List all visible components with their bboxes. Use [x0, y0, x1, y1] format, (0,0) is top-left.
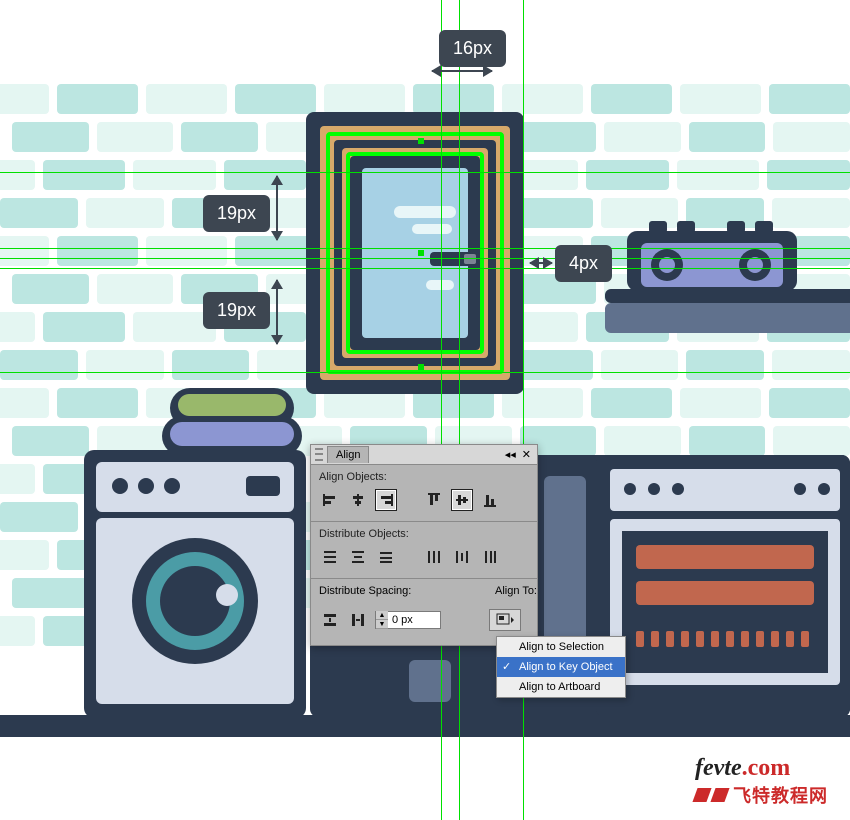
align-vcenter-button[interactable]: [451, 489, 473, 511]
dimension-arrow-top: [432, 70, 492, 72]
align-objects-row: [311, 485, 537, 521]
shelf-appliance: [605, 225, 805, 335]
vspace-button[interactable]: [319, 609, 341, 631]
dimension-label-mid1: 19px: [203, 195, 270, 232]
dimension-label-mid2: 19px: [203, 292, 270, 329]
check-icon: ✓: [502, 660, 511, 673]
align-to-dropdown[interactable]: [489, 609, 521, 631]
guide-horizontal: [0, 258, 850, 259]
section-align-objects-label: Align Objects:: [311, 465, 537, 485]
dimension-label-right: 4px: [555, 245, 612, 282]
hdist-right-button[interactable]: [479, 546, 501, 568]
section-distribute-spacing-label: Distribute Spacing:: [319, 585, 411, 597]
spinner-down-icon[interactable]: ▼: [376, 620, 388, 629]
align-right-button[interactable]: [375, 489, 397, 511]
spacing-spinner[interactable]: ▲▼: [375, 611, 441, 629]
oven: [596, 455, 850, 717]
panel-tabbar[interactable]: Align ◂◂ ✕: [311, 445, 537, 465]
menu-item-align-key-object[interactable]: ✓Align to Key Object: [497, 657, 625, 677]
dimension-label-top: 16px: [439, 30, 506, 67]
section-distribute-objects-label: Distribute Objects:: [311, 522, 537, 542]
panel-tab-align[interactable]: Align: [327, 446, 369, 463]
guide-horizontal: [0, 248, 850, 249]
hspace-button[interactable]: [347, 609, 369, 631]
panel-close-icon[interactable]: ✕: [522, 448, 531, 461]
guide-horizontal: [0, 268, 850, 269]
menu-item-align-selection[interactable]: Align to Selection: [497, 637, 625, 657]
align-to-menu[interactable]: Align to Selection ✓Align to Key Object …: [496, 636, 626, 698]
guide-vertical: [459, 0, 460, 820]
illustration-canvas: 16px 19px 19px 4px: [0, 0, 850, 820]
align-bottom-button[interactable]: [479, 489, 501, 511]
selection-outline-inner: [346, 152, 484, 354]
dimension-arrow-mid2: [276, 280, 278, 344]
dimension-arrow-mid1: [276, 176, 278, 240]
watermark: fevte.com 飞特教程网: [695, 755, 828, 808]
align-hcenter-button[interactable]: [347, 489, 369, 511]
cabinet-window: [306, 112, 524, 394]
hdist-center-button[interactable]: [451, 546, 473, 568]
align-left-button[interactable]: [319, 489, 341, 511]
align-top-button[interactable]: [423, 489, 445, 511]
distribute-objects-row: [311, 542, 537, 578]
align-panel[interactable]: Align ◂◂ ✕ Align Objects: Distribute Obj…: [310, 444, 538, 646]
vdist-top-button[interactable]: [319, 546, 341, 568]
panel-controls[interactable]: ◂◂ ✕: [499, 448, 537, 461]
vdist-center-button[interactable]: [347, 546, 369, 568]
panel-grip-icon[interactable]: [315, 447, 323, 463]
hdist-left-button[interactable]: [423, 546, 445, 568]
guide-vertical: [441, 0, 442, 820]
panel-collapse-icon[interactable]: ◂◂: [505, 448, 516, 461]
spacing-input[interactable]: [388, 612, 440, 628]
washing-machine: [84, 388, 314, 716]
dimension-arrow-right: [530, 262, 552, 264]
menu-item-align-artboard[interactable]: Align to Artboard: [497, 677, 625, 697]
guide-horizontal: [0, 172, 850, 173]
floor: [0, 715, 850, 737]
section-align-to-label: Align To:: [495, 585, 537, 597]
guide-horizontal: [0, 372, 850, 373]
spinner-up-icon[interactable]: ▲: [376, 611, 388, 620]
vdist-bottom-button[interactable]: [375, 546, 397, 568]
